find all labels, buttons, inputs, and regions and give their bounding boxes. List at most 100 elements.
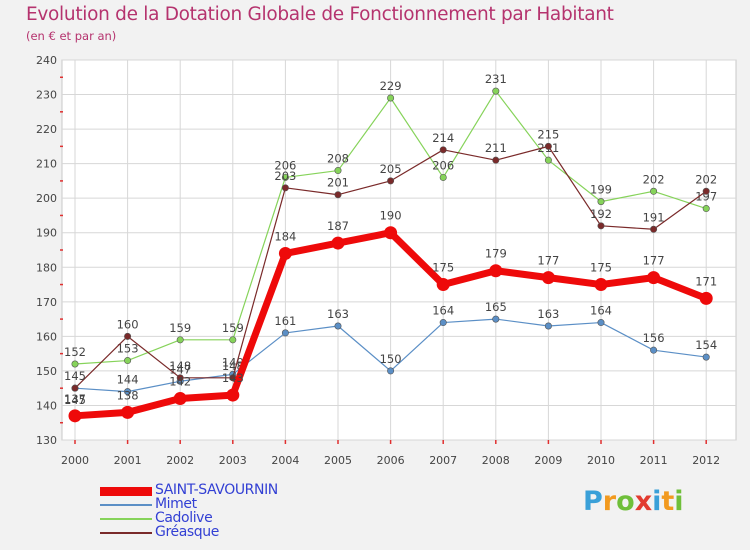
logo-letter: P	[583, 486, 603, 517]
data-point	[650, 187, 658, 195]
data-point	[334, 167, 342, 175]
data-label: 202	[695, 172, 717, 186]
data-point	[384, 226, 398, 240]
data-label: 179	[485, 247, 507, 261]
x-tick-label: 2012	[692, 454, 720, 467]
y-tick-label: 210	[36, 158, 57, 171]
data-point	[597, 222, 605, 230]
data-point	[334, 191, 342, 199]
data-point	[229, 336, 237, 344]
logo-letter: i	[652, 486, 662, 517]
data-label: 164	[590, 304, 612, 318]
y-tick-label: 190	[36, 227, 57, 240]
data-label: 148	[169, 359, 191, 373]
legend-label: Cadolive	[155, 510, 213, 526]
data-label: 206	[432, 158, 454, 172]
data-label: 191	[643, 210, 665, 224]
data-point	[492, 156, 500, 164]
data-point	[331, 236, 345, 250]
data-label: 161	[274, 314, 296, 328]
data-point	[597, 319, 605, 327]
data-point	[71, 384, 79, 392]
chart-subtitle: (en € et par an)	[26, 29, 117, 43]
data-point	[492, 315, 500, 323]
data-point	[702, 205, 710, 213]
data-label: 214	[432, 131, 454, 145]
data-label: 231	[485, 72, 507, 86]
data-label: 150	[380, 352, 402, 366]
y-tick-label: 200	[36, 192, 57, 205]
data-label: 163	[327, 307, 349, 321]
data-point	[544, 156, 552, 164]
data-label: 165	[485, 300, 507, 314]
data-label: 201	[327, 176, 349, 190]
data-point	[387, 177, 395, 185]
y-tick-label: 130	[36, 434, 57, 447]
data-label: 160	[117, 317, 139, 331]
data-point	[439, 319, 447, 327]
data-label: 197	[695, 190, 717, 204]
y-tick-label: 180	[36, 261, 57, 274]
data-label: 159	[222, 321, 244, 335]
data-point	[544, 322, 552, 330]
data-label: 145	[64, 393, 86, 407]
legend-label: SAINT-SAVOURNIN	[155, 482, 278, 498]
data-label: 190	[380, 209, 402, 223]
data-point	[71, 360, 79, 368]
legend-swatch	[100, 486, 152, 496]
data-label: 144	[117, 373, 139, 387]
data-label: 154	[695, 338, 717, 352]
data-point	[226, 388, 240, 402]
data-label: 215	[537, 127, 559, 141]
series-gr-asque: 145 160 148 148 203 201 205 214 211 215 192 191 202	[64, 127, 717, 392]
legend-item: SAINT-SAVOURNIN	[100, 482, 350, 498]
data-label: 171	[695, 274, 717, 288]
chart-title: Evolution de la Dotation Globale de Fonc…	[26, 4, 614, 25]
data-point	[387, 94, 395, 102]
y-tick-label: 140	[36, 399, 57, 412]
data-label: 177	[537, 254, 559, 268]
y-tick-label: 240	[36, 54, 57, 67]
data-point	[334, 322, 342, 330]
data-label: 177	[643, 254, 665, 268]
data-label: 203	[274, 169, 296, 183]
data-point	[439, 173, 447, 181]
data-point	[173, 392, 187, 406]
y-tick-label: 150	[36, 365, 57, 378]
legend-item: Gréasque	[100, 524, 350, 540]
data-label: 202	[643, 172, 665, 186]
data-label: 211	[485, 141, 507, 155]
x-tick-label: 2010	[587, 454, 615, 467]
data-label: 138	[117, 388, 139, 402]
data-point	[121, 405, 135, 419]
data-point	[176, 374, 184, 382]
data-point	[702, 187, 710, 195]
legend-item: Cadolive	[100, 510, 350, 526]
data-point	[278, 246, 292, 260]
data-point	[699, 291, 713, 305]
data-label: 208	[327, 152, 349, 166]
x-tick-label: 2002	[166, 454, 194, 467]
data-point	[541, 271, 555, 285]
legend-swatch	[100, 504, 152, 506]
y-tick-label: 230	[36, 89, 57, 102]
plot-area	[61, 59, 737, 441]
data-label: 192	[590, 207, 612, 221]
legend-swatch	[100, 532, 152, 534]
data-label: 164	[432, 304, 454, 318]
data-point	[281, 329, 289, 337]
x-tick-label: 2004	[271, 454, 299, 467]
data-point	[281, 184, 289, 192]
data-label: 153	[117, 342, 139, 356]
logo-letter: i	[674, 486, 684, 517]
data-label: 145	[64, 369, 86, 383]
data-point	[124, 388, 132, 396]
x-tick-label: 2008	[482, 454, 510, 467]
y-tick-label: 170	[36, 296, 57, 309]
legend-swatch	[100, 518, 152, 520]
x-tick-label: 2000	[61, 454, 89, 467]
data-point	[124, 357, 132, 365]
logo-letter: r	[602, 486, 617, 517]
data-label: 175	[432, 261, 454, 275]
